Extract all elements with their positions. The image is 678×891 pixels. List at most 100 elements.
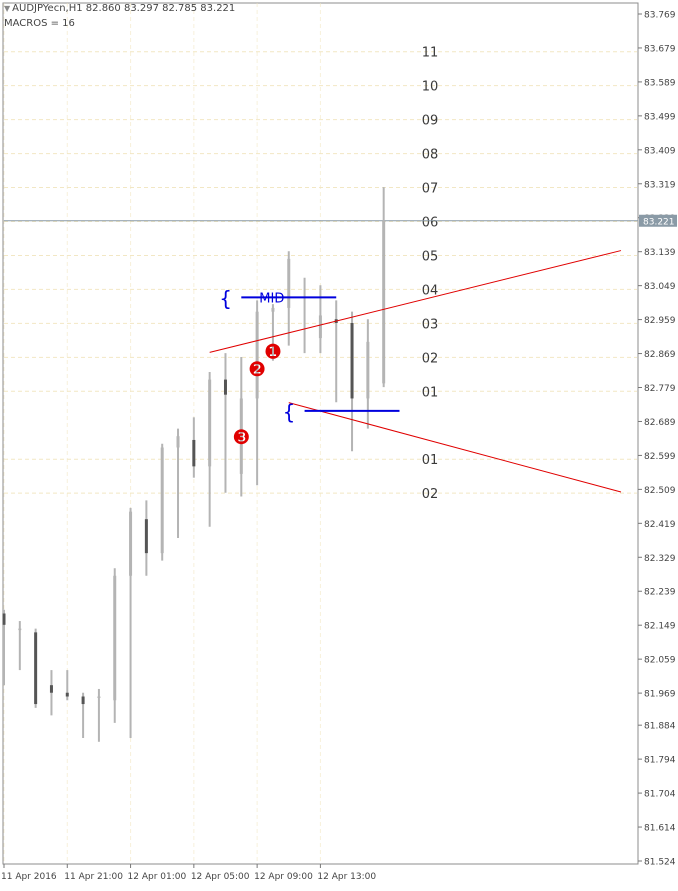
x-tick-label: 11 Apr 2016 [1,872,57,882]
candle [192,417,196,478]
numbered-marker: ❸ [232,425,250,449]
candle-body [144,519,148,554]
candle-body [65,692,69,697]
candle-body [49,685,53,693]
numbered-marker: ❷ [248,357,266,381]
level-label: 05 [422,249,439,264]
trendline [209,250,622,353]
y-tick-label: 82.599 [644,452,676,462]
candle [318,285,322,354]
candle [350,311,354,452]
level-brace: { [219,286,232,310]
candle [160,443,164,561]
y-tick-label: 83.319 [644,180,676,190]
candle [366,319,370,429]
candle-body [2,613,6,625]
level-label: 02 [422,487,439,502]
candle-body [271,307,275,312]
candle-body [192,439,196,467]
y-tick-label: 82.869 [644,350,676,360]
symbol-line: AUDJPYecn,H1 82.860 83.297 82.785 83.221 [12,3,236,14]
y-tick-label: 82.059 [644,656,676,666]
y-tick-label: 82.239 [644,588,676,598]
candle [129,507,133,739]
candle-body [160,447,164,554]
candle-body [97,696,101,699]
level-label: 11 [422,46,439,61]
x-tick-label: 11 Apr 21:00 [64,872,123,882]
candle-body [34,632,38,705]
y-tick-label: 81.614 [644,824,676,834]
y-tick-label: 82.419 [644,520,676,530]
candle-body [223,379,227,395]
y-tick-label: 81.524 [644,858,676,868]
candle [97,688,101,742]
price-tag-label: 83.221 [643,217,675,227]
y-tick-label: 83.679 [644,44,676,54]
y-tick-label: 81.884 [644,722,676,732]
level-label: 02 [422,351,439,366]
level-label: 08 [422,148,439,163]
candle-body [350,322,354,399]
candle-body [382,221,386,384]
level-label: 07 [422,182,439,197]
level-label: 06 [422,216,439,231]
y-tick-label: 82.149 [644,622,676,632]
macros-label: MACROS = 16 [4,18,75,29]
candle [208,372,212,527]
candle [239,356,243,497]
x-tick-label: 12 Apr 09:00 [254,872,313,882]
level-brace: { [283,400,296,424]
candle-body [176,436,180,448]
y-tick-label: 82.779 [644,384,676,394]
dropdown-arrow-icon[interactable]: ▼ [4,4,11,13]
candle [334,300,338,403]
candle [2,609,6,686]
y-tick-label: 81.794 [644,756,676,766]
candle-body [287,258,291,308]
y-tick-label: 82.959 [644,316,676,326]
current-price-tag: 83.221 [639,214,677,227]
trendline [288,402,622,493]
candle [223,353,227,493]
level-label: 01 [422,453,439,468]
y-tick-label: 83.769 [644,11,676,21]
candle [49,670,53,716]
candle-body [255,311,259,399]
candle [113,568,117,723]
candle [81,692,85,739]
candle [255,300,259,486]
x-tick-label: 12 Apr 05:00 [191,872,250,882]
candle-body [239,398,243,474]
y-tick-label: 82.329 [644,554,676,564]
y-tick-label: 83.139 [644,248,676,258]
level-label: 10 [422,80,439,95]
y-tick-label: 83.049 [644,282,676,292]
candle-body [113,575,117,701]
candle [65,670,69,701]
candle-body [318,315,322,339]
candle [287,251,291,346]
symbol-header: ▼ AUDJPYecn,H1 82.860 83.297 82.785 83.22… [4,3,235,14]
candle [382,187,386,388]
y-tick-label: 83.499 [644,112,676,122]
y-tick-label: 83.409 [644,146,676,156]
candle [34,628,38,708]
candle-body [129,511,133,576]
candle [144,500,148,576]
y-tick-label: 83.589 [644,78,676,88]
numbered-marker: ❶ [264,340,282,364]
x-tick-label: 12 Apr 13:00 [317,872,376,882]
level-label: 04 [422,283,439,298]
y-tick-label: 82.689 [644,418,676,428]
level-label: 01 [422,385,439,400]
candle [176,428,180,539]
y-tick-label: 82.509 [644,486,676,496]
candle [271,304,275,361]
price-tag-bg [639,214,677,227]
level-line-label: MID [259,291,284,306]
level-label: 03 [422,317,439,332]
level-label: 09 [422,114,439,129]
